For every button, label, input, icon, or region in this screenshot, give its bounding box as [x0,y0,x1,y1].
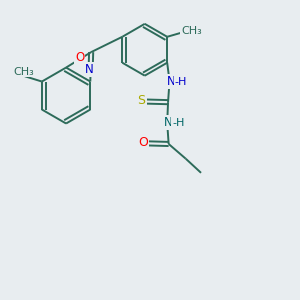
Text: S: S [138,94,146,107]
Text: N: N [167,75,176,88]
Text: -H: -H [172,118,184,128]
Text: CH₃: CH₃ [181,26,202,37]
Text: O: O [138,136,148,149]
Text: N: N [85,63,94,76]
Text: -H: -H [175,76,187,87]
Text: CH₃: CH₃ [13,67,34,76]
Text: O: O [75,51,84,64]
Text: N: N [164,116,173,129]
